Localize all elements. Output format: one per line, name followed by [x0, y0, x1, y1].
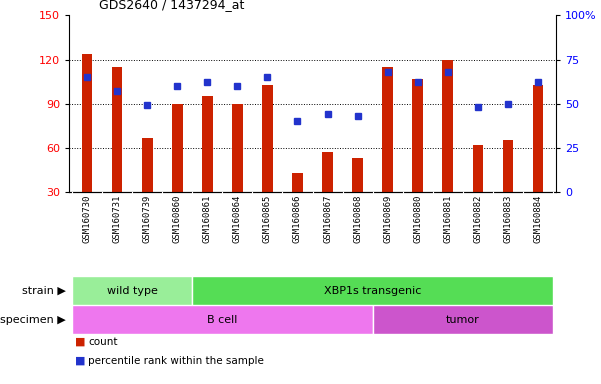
Text: GSM160731: GSM160731 — [113, 195, 121, 243]
Text: ■: ■ — [75, 337, 85, 347]
Bar — [142, 137, 153, 192]
Bar — [202, 96, 213, 192]
Text: GSM160883: GSM160883 — [504, 195, 512, 243]
Text: GSM160869: GSM160869 — [383, 195, 392, 243]
Text: GSM160868: GSM160868 — [353, 195, 362, 243]
Text: GSM160860: GSM160860 — [173, 195, 182, 243]
Text: specimen ▶: specimen ▶ — [1, 314, 66, 325]
Text: strain ▶: strain ▶ — [22, 286, 66, 296]
Text: GSM160861: GSM160861 — [203, 195, 212, 243]
Bar — [232, 104, 243, 192]
Bar — [112, 67, 123, 192]
Text: B cell: B cell — [207, 314, 237, 325]
Bar — [472, 145, 483, 192]
Text: GDS2640 / 1437294_at: GDS2640 / 1437294_at — [99, 0, 245, 12]
Bar — [382, 67, 393, 192]
Text: count: count — [88, 337, 118, 347]
Text: GSM160865: GSM160865 — [263, 195, 272, 243]
Text: XBP1s transgenic: XBP1s transgenic — [324, 286, 421, 296]
Text: GSM160867: GSM160867 — [323, 195, 332, 243]
Bar — [442, 60, 453, 192]
Bar — [412, 79, 423, 192]
Bar — [262, 84, 273, 192]
Bar — [352, 158, 363, 192]
Text: GSM160884: GSM160884 — [534, 195, 542, 243]
Bar — [502, 141, 513, 192]
Text: tumor: tumor — [446, 314, 480, 325]
Bar — [292, 173, 303, 192]
Text: GSM160864: GSM160864 — [233, 195, 242, 243]
Text: GSM160866: GSM160866 — [293, 195, 302, 243]
Text: wild type: wild type — [107, 286, 157, 296]
Text: GSM160882: GSM160882 — [474, 195, 482, 243]
Bar — [72, 305, 373, 334]
Bar — [192, 276, 553, 305]
Text: GSM160739: GSM160739 — [143, 195, 151, 243]
Text: GSM160881: GSM160881 — [444, 195, 452, 243]
Text: ■: ■ — [75, 356, 85, 366]
Bar — [532, 84, 543, 192]
Bar — [322, 152, 333, 192]
Text: percentile rank within the sample: percentile rank within the sample — [88, 356, 264, 366]
Bar — [172, 104, 183, 192]
Bar — [373, 305, 553, 334]
Bar — [72, 276, 192, 305]
Text: GSM160730: GSM160730 — [83, 195, 91, 243]
Text: GSM160880: GSM160880 — [413, 195, 422, 243]
Bar — [82, 54, 93, 192]
